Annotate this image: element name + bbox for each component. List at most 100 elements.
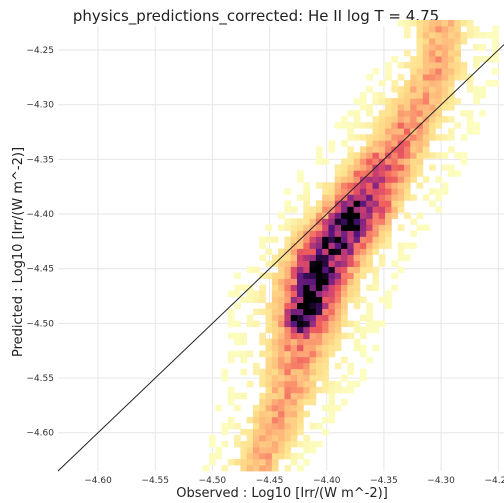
density-cell	[297, 176, 304, 183]
density-cell	[297, 452, 304, 460]
density-cell	[297, 296, 304, 304]
density-cell	[234, 440, 241, 448]
density-cell	[416, 26, 424, 33]
density-cell	[353, 116, 361, 123]
density-cell	[290, 404, 298, 412]
density-cell	[454, 122, 461, 129]
density-cell	[491, 44, 499, 51]
density-cell	[378, 200, 386, 207]
density-cell	[309, 302, 317, 310]
density-cell	[378, 194, 386, 201]
density-cell	[397, 242, 405, 249]
density-cell	[271, 284, 279, 291]
density-cell	[341, 398, 348, 406]
density-cell	[234, 320, 241, 328]
density-cell	[322, 182, 329, 189]
density-cell	[297, 344, 304, 352]
density-cell	[479, 86, 487, 93]
density-cell	[246, 464, 254, 472]
density-cell	[441, 134, 449, 141]
density-cell	[359, 242, 367, 249]
density-cell	[403, 152, 411, 159]
density-cell	[315, 368, 323, 376]
density-cell	[422, 134, 430, 141]
density-cell	[297, 248, 304, 255]
density-cell	[284, 464, 292, 472]
density-cell	[309, 356, 317, 364]
density-cell	[491, 38, 499, 45]
density-cell	[322, 188, 329, 195]
density-cell	[278, 386, 285, 394]
density-cell	[397, 110, 405, 117]
density-cell	[309, 446, 317, 454]
density-cell	[234, 404, 241, 412]
density-cell	[284, 398, 292, 406]
density-cell	[271, 362, 279, 370]
density-cell	[347, 368, 355, 376]
density-cell	[271, 416, 279, 424]
density-cell	[473, 32, 480, 39]
density-cell	[240, 392, 248, 400]
density-cell	[447, 74, 455, 81]
density-cell	[385, 170, 392, 177]
density-cell	[278, 428, 285, 436]
density-cell	[385, 242, 392, 249]
density-cell	[347, 158, 355, 165]
density-cell	[378, 236, 386, 243]
density-cell	[447, 62, 455, 69]
density-cell	[278, 296, 285, 304]
density-cell	[397, 92, 405, 99]
density-cell	[328, 278, 336, 285]
density-cell	[454, 50, 461, 57]
density-cell	[328, 212, 336, 219]
density-cell	[265, 314, 273, 322]
density-cell	[328, 140, 336, 147]
density-cell	[265, 224, 273, 231]
density-cell	[341, 290, 348, 297]
density-cell	[303, 458, 310, 466]
density-cell	[441, 164, 449, 171]
density-cell	[328, 338, 336, 346]
density-cell	[284, 332, 292, 340]
density-cell	[246, 458, 254, 466]
density-cell	[378, 320, 386, 328]
density-cell	[328, 230, 336, 237]
density-cell	[290, 236, 298, 243]
density-cell	[284, 260, 292, 267]
density-cell	[265, 374, 273, 382]
density-cell	[378, 176, 386, 183]
density-cell	[447, 146, 455, 153]
density-cell	[353, 278, 361, 285]
density-cell	[315, 236, 323, 243]
density-cell	[303, 434, 310, 442]
density-cell	[290, 344, 298, 352]
density-cell	[278, 362, 285, 370]
density-cell	[372, 242, 380, 249]
density-cell	[252, 422, 260, 430]
density-cell	[284, 326, 292, 334]
density-cell	[466, 26, 474, 33]
density-cell	[297, 368, 304, 376]
density-cell	[297, 332, 304, 340]
density-cell	[359, 344, 367, 352]
density-cell	[385, 128, 392, 135]
density-cell	[234, 284, 241, 291]
density-cell	[378, 152, 386, 159]
density-cell	[322, 326, 329, 334]
density-cell	[303, 362, 310, 370]
density-cell	[284, 272, 292, 279]
density-cell	[397, 206, 405, 213]
density-cell	[372, 176, 380, 183]
density-cell	[460, 134, 468, 141]
density-cell	[359, 350, 367, 358]
density-cell	[246, 266, 254, 273]
density-cell	[303, 380, 310, 388]
density-cell	[378, 260, 386, 267]
density-cell	[322, 386, 329, 394]
density-cell	[385, 122, 392, 129]
reference-line-y-equals-x	[57, 44, 504, 472]
density-cell	[397, 248, 405, 255]
density-cell	[303, 374, 310, 382]
density-cell	[284, 206, 292, 213]
density-cell	[334, 266, 342, 273]
